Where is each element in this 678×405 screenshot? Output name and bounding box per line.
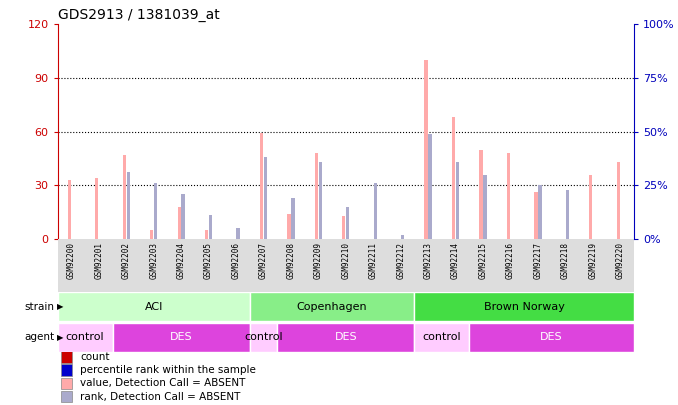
Bar bbox=[469, 322, 634, 352]
Text: GSM92214: GSM92214 bbox=[451, 241, 460, 279]
Bar bbox=[95, 178, 98, 239]
Bar bbox=[178, 207, 181, 239]
Text: GSM92203: GSM92203 bbox=[149, 241, 158, 279]
Bar bbox=[616, 162, 620, 239]
Bar bbox=[401, 234, 404, 239]
Bar bbox=[456, 162, 459, 239]
Bar bbox=[154, 183, 157, 239]
Text: percentile rank within the sample: percentile rank within the sample bbox=[80, 365, 256, 375]
Text: DES: DES bbox=[540, 332, 563, 342]
Bar bbox=[565, 190, 569, 239]
Bar bbox=[250, 292, 414, 322]
Bar bbox=[346, 207, 349, 239]
Text: GSM92216: GSM92216 bbox=[506, 241, 515, 279]
Bar bbox=[292, 198, 294, 239]
Bar bbox=[538, 185, 542, 239]
Bar bbox=[414, 292, 634, 322]
Text: DES: DES bbox=[334, 332, 357, 342]
Bar bbox=[61, 377, 72, 389]
Text: agent: agent bbox=[24, 332, 54, 342]
Text: GSM92200: GSM92200 bbox=[67, 241, 76, 279]
Bar bbox=[61, 351, 72, 363]
Bar bbox=[479, 149, 483, 239]
Text: GSM92209: GSM92209 bbox=[314, 241, 323, 279]
Bar bbox=[113, 322, 250, 352]
Text: control: control bbox=[66, 332, 104, 342]
Bar bbox=[414, 322, 469, 352]
Bar bbox=[250, 322, 277, 352]
Text: GSM92210: GSM92210 bbox=[341, 241, 351, 279]
Text: control: control bbox=[244, 332, 283, 342]
Text: count: count bbox=[80, 352, 110, 362]
Bar bbox=[424, 60, 428, 239]
Bar bbox=[315, 153, 318, 239]
Bar bbox=[260, 133, 263, 239]
Bar bbox=[61, 391, 72, 403]
Text: GSM92206: GSM92206 bbox=[231, 241, 241, 279]
Text: control: control bbox=[422, 332, 461, 342]
Bar bbox=[237, 228, 239, 239]
Text: GSM92208: GSM92208 bbox=[286, 241, 296, 279]
Bar bbox=[61, 364, 72, 376]
Text: value, Detection Call = ABSENT: value, Detection Call = ABSENT bbox=[80, 378, 245, 388]
Bar bbox=[58, 322, 113, 352]
Bar bbox=[68, 180, 71, 239]
Text: GSM92202: GSM92202 bbox=[122, 241, 131, 279]
Bar bbox=[123, 155, 126, 239]
Text: Brown Norway: Brown Norway bbox=[483, 302, 565, 312]
Text: GSM92204: GSM92204 bbox=[177, 241, 186, 279]
Text: GSM92207: GSM92207 bbox=[259, 241, 268, 279]
Bar bbox=[452, 117, 455, 239]
Bar bbox=[182, 194, 184, 239]
Text: GSM92219: GSM92219 bbox=[589, 241, 597, 279]
Text: GSM92217: GSM92217 bbox=[534, 241, 542, 279]
Bar bbox=[277, 322, 414, 352]
Bar bbox=[483, 175, 487, 239]
Text: GSM92218: GSM92218 bbox=[561, 241, 570, 279]
Text: GSM92220: GSM92220 bbox=[616, 241, 624, 279]
Bar bbox=[209, 215, 212, 239]
Text: ▶: ▶ bbox=[57, 333, 64, 342]
Bar bbox=[319, 162, 322, 239]
Text: GSM92212: GSM92212 bbox=[396, 241, 405, 279]
Bar bbox=[58, 292, 250, 322]
Text: GSM92201: GSM92201 bbox=[94, 241, 103, 279]
Bar bbox=[342, 216, 346, 239]
Bar bbox=[374, 183, 377, 239]
Bar bbox=[205, 230, 208, 239]
Text: rank, Detection Call = ABSENT: rank, Detection Call = ABSENT bbox=[80, 392, 241, 402]
Text: GSM92213: GSM92213 bbox=[424, 241, 433, 279]
Bar bbox=[150, 230, 153, 239]
Text: Copenhagen: Copenhagen bbox=[297, 302, 367, 312]
Bar bbox=[507, 153, 510, 239]
Text: ▶: ▶ bbox=[57, 302, 64, 311]
Bar bbox=[589, 175, 593, 239]
Text: GSM92211: GSM92211 bbox=[369, 241, 378, 279]
Bar bbox=[287, 214, 291, 239]
Bar bbox=[127, 173, 130, 239]
Bar bbox=[534, 192, 538, 239]
Text: GSM92205: GSM92205 bbox=[204, 241, 213, 279]
Bar bbox=[264, 158, 267, 239]
Text: GDS2913 / 1381039_at: GDS2913 / 1381039_at bbox=[58, 8, 220, 22]
Text: ACI: ACI bbox=[144, 302, 163, 312]
Text: strain: strain bbox=[24, 302, 54, 312]
Text: DES: DES bbox=[170, 332, 193, 342]
Text: GSM92215: GSM92215 bbox=[479, 241, 487, 279]
Bar bbox=[428, 134, 432, 239]
